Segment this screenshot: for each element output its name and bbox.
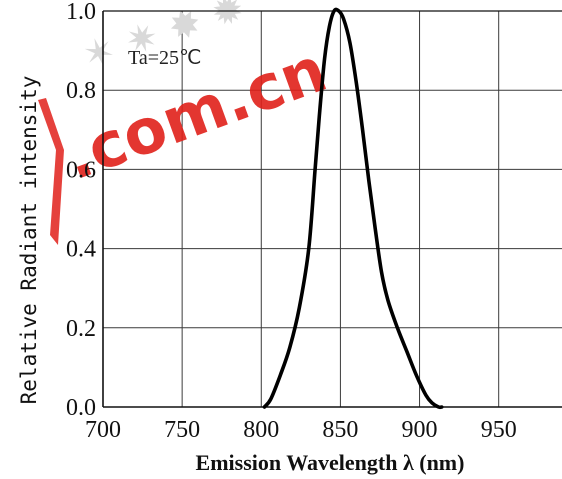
annotation-group: Ta=25℃: [128, 47, 201, 69]
y-tick-label: 0.2: [66, 316, 96, 342]
x-tick-label: 850: [322, 417, 358, 443]
y-tick-label: 0.6: [66, 157, 96, 183]
watermark-logo-shape: [38, 98, 64, 245]
grid: [103, 11, 562, 407]
x-tick-label: 750: [164, 417, 200, 443]
y-axis-label: Relative Radiant intensity: [17, 76, 41, 405]
chart-annotation: Ta=25℃: [128, 47, 201, 69]
x-tick-label: 800: [243, 417, 279, 443]
x-tick-label: 900: [402, 417, 438, 443]
y-tick-label: 0.4: [66, 237, 96, 263]
y-tick-label: 0.8: [66, 78, 96, 104]
tick-labels: 700 750 800 850 900 950 0.0 0.2 0.4 0.6 0.8 1.0: [66, 0, 517, 443]
series-group: [262, 7, 444, 410]
x-tick-label: 700: [85, 417, 121, 443]
y-tick-label: 1.0: [66, 0, 96, 25]
x-tick-label: 950: [481, 417, 517, 443]
series-line: [262, 7, 444, 410]
x-axis-label: Emission Wavelength λ (nm): [196, 450, 465, 475]
watermark: .com.cn ✶ ✷ ✸ ✹: [38, 0, 336, 245]
y-tick-label: 0.0: [66, 395, 96, 421]
axes: [102, 10, 562, 408]
